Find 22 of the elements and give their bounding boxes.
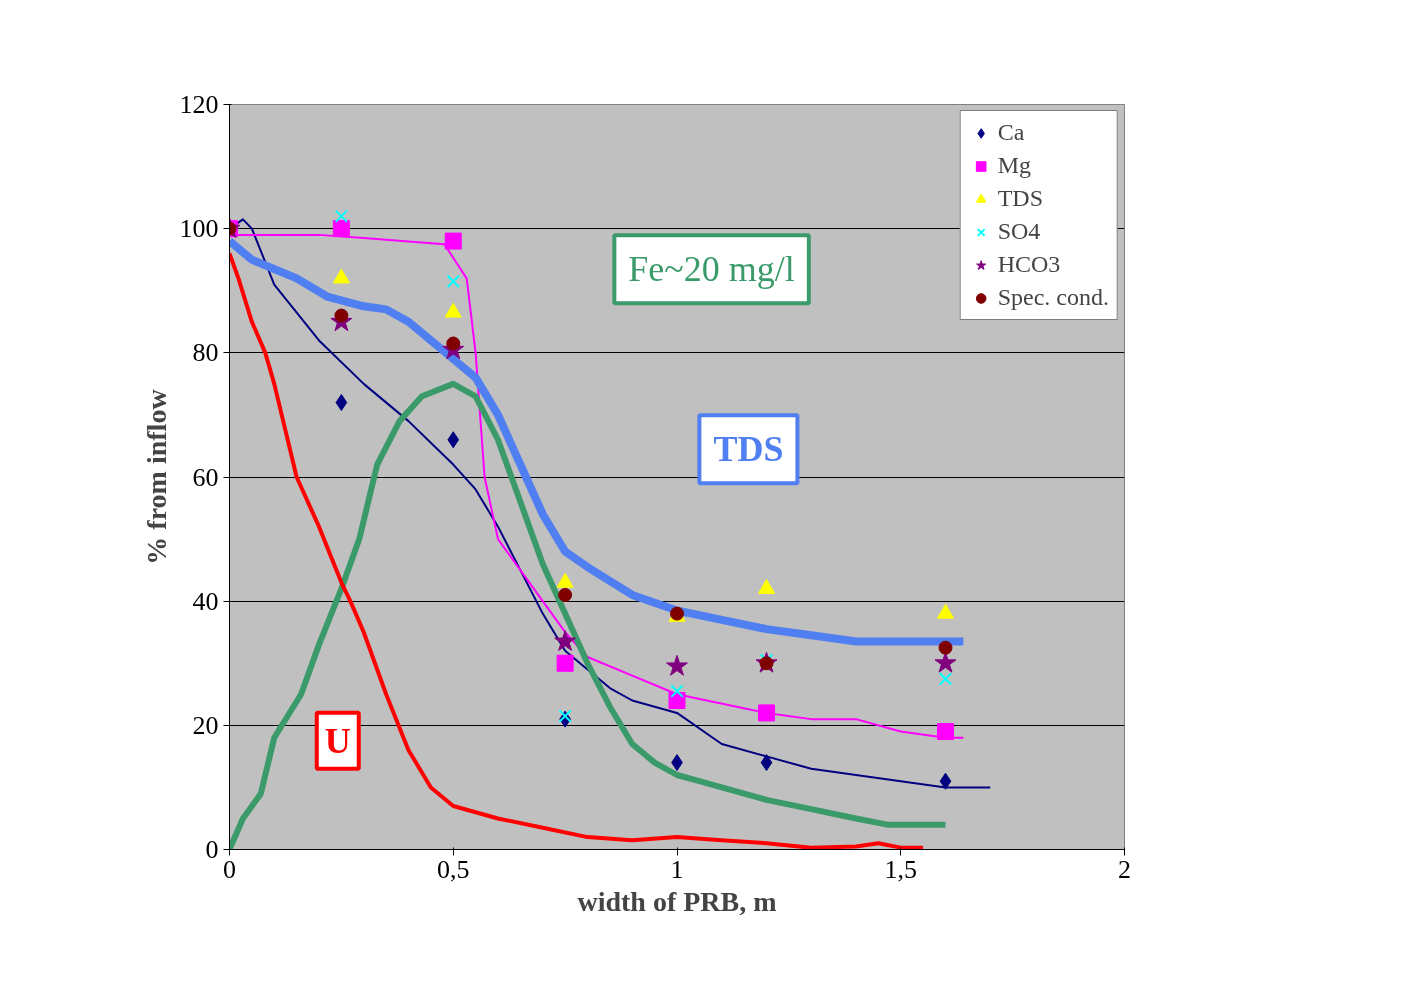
y-tick-label: 80 — [192, 338, 219, 368]
x-axis-title: width of PRB, m — [577, 885, 777, 917]
legend-label: Ca — [997, 119, 1025, 146]
x-tick-label: 2 — [1118, 854, 1131, 884]
y-tick-label: 40 — [192, 586, 219, 616]
annotation: U — [324, 720, 351, 761]
x-tick-label: 0,5 — [437, 854, 470, 884]
y-tick-label: 0 — [205, 835, 219, 864]
annotation: TDS — [713, 429, 784, 470]
y-tick-label: 60 — [192, 462, 219, 492]
x-tick-label: 1,5 — [884, 854, 917, 884]
y-tick-label: 120 — [179, 90, 219, 119]
y-tick-label: 20 — [192, 710, 219, 740]
y-axis-title: % from inflow — [140, 388, 172, 565]
y-tick-label: 100 — [179, 214, 219, 244]
annotation: Fe~20 mg/l — [628, 249, 795, 290]
legend-label: Spec. cond. — [997, 284, 1109, 311]
x-tick-label: 1 — [670, 854, 684, 884]
legend-label: Mg — [997, 152, 1032, 179]
legend-label: SO4 — [997, 218, 1041, 245]
legend-label: TDS — [997, 185, 1044, 212]
legend-label: HCO3 — [997, 251, 1061, 278]
